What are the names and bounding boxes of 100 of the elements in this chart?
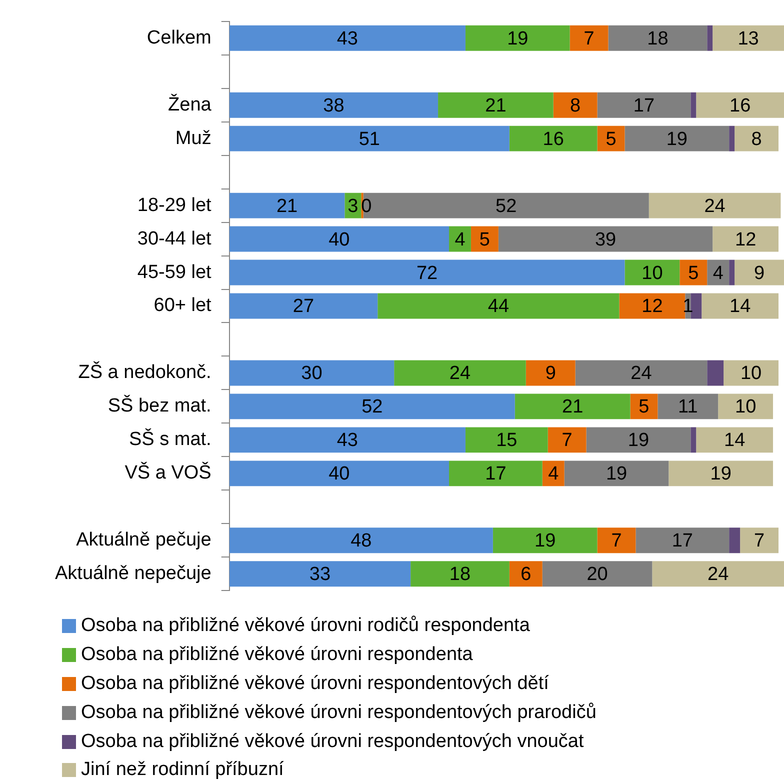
y-tick-label: Aktuálně nepečuje bbox=[55, 563, 212, 584]
bar bbox=[690, 92, 696, 118]
bar bbox=[449, 226, 471, 252]
bar bbox=[229, 561, 411, 587]
bar bbox=[229, 260, 625, 286]
bar bbox=[597, 92, 691, 118]
bar bbox=[597, 528, 636, 554]
bar bbox=[438, 92, 554, 118]
data-label: 38 bbox=[323, 95, 344, 116]
bar bbox=[378, 293, 620, 319]
bar bbox=[630, 394, 658, 420]
data-label: 9 bbox=[545, 363, 556, 384]
data-label: 10 bbox=[734, 396, 756, 418]
data-label: 27 bbox=[292, 296, 314, 318]
data-label: 33 bbox=[309, 564, 331, 586]
data-label: 8 bbox=[570, 95, 581, 116]
data-label: 4 bbox=[454, 229, 466, 250]
bar bbox=[586, 427, 691, 453]
y-tick-label: 30-44 let bbox=[137, 228, 212, 250]
data-label: 5 bbox=[479, 229, 490, 250]
bar bbox=[702, 293, 779, 319]
data-label: 7 bbox=[562, 430, 572, 452]
bar bbox=[712, 226, 779, 252]
bar bbox=[707, 25, 713, 51]
data-label: 7 bbox=[754, 530, 765, 552]
y-tick-label: SŠ s mat. bbox=[128, 428, 212, 450]
bar bbox=[363, 192, 649, 218]
data-label: 40 bbox=[328, 464, 350, 485]
bar bbox=[229, 528, 493, 554]
bar bbox=[707, 360, 724, 386]
y-tick-label: 60+ let bbox=[154, 295, 212, 316]
bar bbox=[636, 528, 730, 554]
bar bbox=[229, 92, 438, 118]
bar bbox=[542, 561, 652, 587]
data-label: 14 bbox=[729, 296, 752, 318]
data-label: 16 bbox=[729, 95, 751, 116]
bar bbox=[724, 360, 779, 386]
bar bbox=[229, 427, 466, 453]
bar bbox=[729, 260, 735, 286]
bar bbox=[229, 360, 394, 386]
legend-label: Osoba na přibližné věkové úrovni respondentových dětí bbox=[81, 672, 549, 695]
bar bbox=[492, 528, 598, 554]
bar bbox=[696, 427, 774, 453]
legend-label: Osoba na přibližné věkové úrovni respondenta bbox=[81, 644, 473, 666]
bar bbox=[575, 360, 708, 386]
data-label: 24 bbox=[704, 196, 726, 217]
bar bbox=[619, 293, 686, 319]
bar bbox=[514, 394, 630, 420]
data-label: 21 bbox=[485, 95, 506, 116]
data-label: 19 bbox=[710, 464, 732, 485]
bar bbox=[410, 561, 510, 587]
bar bbox=[668, 460, 774, 486]
data-label: 19 bbox=[628, 430, 650, 452]
bar bbox=[229, 126, 510, 152]
data-label: 52 bbox=[496, 196, 517, 217]
data-label: 39 bbox=[594, 229, 616, 250]
data-label: 14 bbox=[724, 430, 746, 452]
legend-label: Osoba na přibližné věkové úrovni respondentových prarodičů bbox=[81, 702, 596, 724]
data-label: 7 bbox=[611, 530, 622, 552]
data-label: 72 bbox=[416, 262, 438, 284]
bar bbox=[712, 25, 784, 51]
bar bbox=[570, 25, 608, 51]
data-label: 6 bbox=[520, 564, 532, 586]
data-label: 9 bbox=[754, 262, 765, 284]
y-tick-label: Celkem bbox=[146, 27, 212, 48]
data-label: 19 bbox=[507, 28, 528, 50]
bar bbox=[526, 360, 576, 386]
bar bbox=[624, 260, 680, 286]
bar bbox=[542, 460, 564, 486]
data-label: 17 bbox=[485, 464, 506, 485]
data-label: 12 bbox=[642, 296, 663, 318]
bar bbox=[648, 192, 781, 218]
data-label: 19 bbox=[606, 464, 628, 485]
data-label: 18 bbox=[449, 564, 471, 586]
data-label: 51 bbox=[358, 128, 380, 150]
legend-label: Jiní než rodinní příbuzní bbox=[81, 759, 284, 781]
y-tick-label: SŠ bez mat. bbox=[108, 394, 212, 417]
y-tick-label: 45-59 let bbox=[137, 262, 212, 283]
data-label: 48 bbox=[350, 530, 372, 552]
data-label: 19 bbox=[666, 128, 688, 150]
bar bbox=[553, 92, 598, 118]
bar bbox=[729, 528, 740, 554]
y-tick-label: ZŠ a nedokonč. bbox=[78, 361, 212, 384]
bar bbox=[740, 528, 779, 554]
data-label: 5 bbox=[688, 262, 699, 284]
bar bbox=[470, 226, 498, 252]
bar bbox=[718, 394, 774, 420]
data-label: 21 bbox=[562, 396, 584, 418]
legend-label: Osoba na přibližné věkové úrovni respondentových vnoučat bbox=[81, 730, 584, 753]
data-label: 43 bbox=[336, 430, 358, 452]
data-label: 40 bbox=[328, 229, 350, 250]
data-label: 17 bbox=[633, 95, 655, 116]
bar bbox=[229, 192, 345, 218]
data-label: 21 bbox=[276, 196, 298, 217]
bar bbox=[229, 226, 450, 252]
data-label: 24 bbox=[449, 363, 471, 384]
bar bbox=[394, 360, 526, 386]
data-label: 11 bbox=[678, 396, 698, 418]
bar bbox=[564, 460, 669, 486]
data-label: 10 bbox=[642, 262, 663, 284]
